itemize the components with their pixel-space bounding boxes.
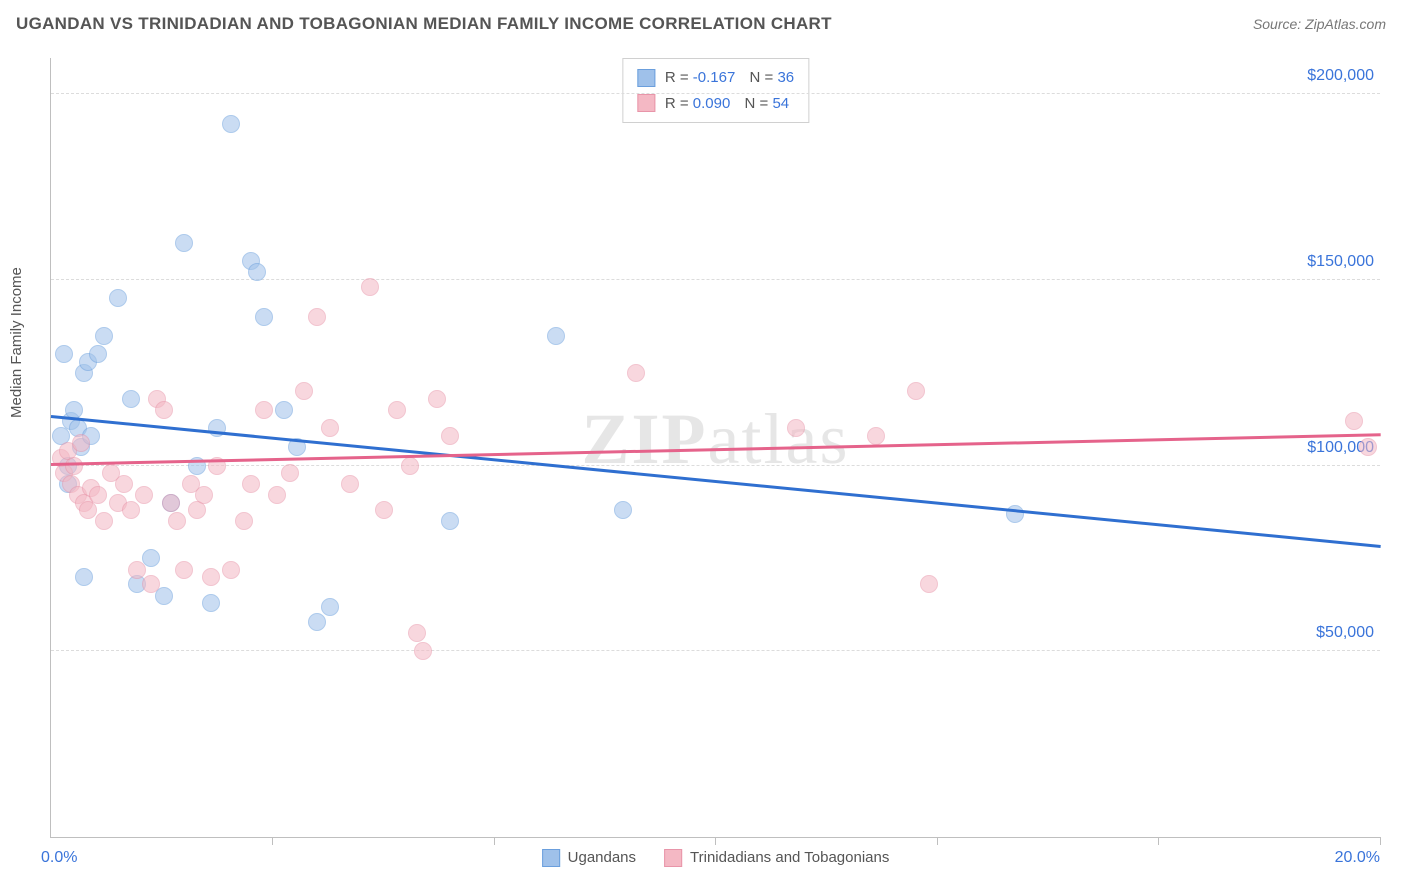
legend-stats-row-1: R = 0.090 N = 54: [637, 91, 794, 117]
y-grid-label: $50,000: [1316, 624, 1374, 642]
scatter-point: [441, 512, 459, 530]
scatter-point: [222, 115, 240, 133]
scatter-point: [55, 345, 73, 363]
scatter-point: [95, 512, 113, 530]
x-tick: [715, 837, 716, 845]
scatter-point: [142, 575, 160, 593]
scatter-point: [308, 308, 326, 326]
legend-swatch-icon: [542, 849, 560, 867]
scatter-point: [341, 475, 359, 493]
watermark: ZIPatlas: [582, 398, 850, 481]
legend-stats-row-0: R = -0.167 N = 36: [637, 65, 794, 91]
y-grid-label: $150,000: [1307, 253, 1374, 271]
scatter-point: [175, 561, 193, 579]
scatter-point: [907, 382, 925, 400]
scatter-point: [428, 390, 446, 408]
scatter-point: [95, 327, 113, 345]
scatter-point: [122, 501, 140, 519]
scatter-point: [295, 382, 313, 400]
scatter-point: [1006, 505, 1024, 523]
scatter-point: [222, 561, 240, 579]
trend-line: [51, 433, 1381, 465]
chart-area: Median Family Income ZIPatlas R = -0.167…: [0, 48, 1406, 892]
scatter-point: [614, 501, 632, 519]
scatter-point: [1345, 412, 1363, 430]
scatter-point: [321, 419, 339, 437]
y-grid-label: $200,000: [1307, 67, 1374, 85]
scatter-point: [89, 486, 107, 504]
scatter-point: [202, 568, 220, 586]
x-tick: [272, 837, 273, 845]
scatter-point: [255, 308, 273, 326]
scatter-point: [202, 594, 220, 612]
x-axis-min-label: 0.0%: [41, 849, 77, 867]
scatter-point: [122, 390, 140, 408]
scatter-point: [89, 345, 107, 363]
scatter-point: [255, 401, 273, 419]
scatter-point: [281, 464, 299, 482]
chart-header: UGANDAN VS TRINIDADIAN AND TOBAGONIAN ME…: [0, 0, 1406, 44]
scatter-point: [75, 568, 93, 586]
scatter-point: [308, 613, 326, 631]
scatter-point: [168, 512, 186, 530]
gridline: [51, 465, 1380, 466]
source-attribution: Source: ZipAtlas.com: [1253, 16, 1386, 32]
x-tick: [1158, 837, 1159, 845]
gridline: [51, 93, 1380, 94]
scatter-point: [547, 327, 565, 345]
scatter-point: [920, 575, 938, 593]
scatter-point: [235, 512, 253, 530]
legend-item-0: Ugandans: [542, 849, 636, 867]
x-tick: [1380, 837, 1381, 845]
scatter-point: [388, 401, 406, 419]
chart-title: UGANDAN VS TRINIDADIAN AND TOBAGONIAN ME…: [16, 14, 832, 34]
legend-bottom: Ugandans Trinidadians and Tobagonians: [542, 849, 890, 867]
legend-swatch-icon: [637, 69, 655, 87]
scatter-point: [321, 598, 339, 616]
scatter-point: [208, 419, 226, 437]
scatter-point: [275, 401, 293, 419]
scatter-point: [408, 624, 426, 642]
x-tick: [494, 837, 495, 845]
scatter-point: [175, 234, 193, 252]
scatter-point: [1359, 438, 1377, 456]
x-axis-max-label: 20.0%: [1335, 849, 1380, 867]
scatter-point: [115, 475, 133, 493]
legend-item-1: Trinidadians and Tobagonians: [664, 849, 889, 867]
gridline: [51, 650, 1380, 651]
scatter-point: [135, 486, 153, 504]
scatter-point: [65, 457, 83, 475]
scatter-point: [361, 278, 379, 296]
plot-area: ZIPatlas R = -0.167 N = 36 R = 0.090 N =…: [50, 58, 1380, 838]
scatter-point: [72, 434, 90, 452]
scatter-point: [627, 364, 645, 382]
scatter-point: [268, 486, 286, 504]
scatter-point: [441, 427, 459, 445]
scatter-point: [401, 457, 419, 475]
scatter-point: [128, 561, 146, 579]
scatter-point: [414, 642, 432, 660]
scatter-point: [195, 486, 213, 504]
scatter-point: [155, 401, 173, 419]
scatter-point: [248, 263, 266, 281]
scatter-point: [162, 494, 180, 512]
x-tick: [937, 837, 938, 845]
scatter-point: [242, 475, 260, 493]
legend-swatch-icon: [637, 94, 655, 112]
scatter-point: [867, 427, 885, 445]
scatter-point: [109, 289, 127, 307]
legend-swatch-icon: [664, 849, 682, 867]
scatter-point: [375, 501, 393, 519]
scatter-point: [787, 419, 805, 437]
legend-stats-box: R = -0.167 N = 36 R = 0.090 N = 54: [622, 58, 809, 123]
y-axis-label: Median Family Income: [8, 267, 25, 418]
